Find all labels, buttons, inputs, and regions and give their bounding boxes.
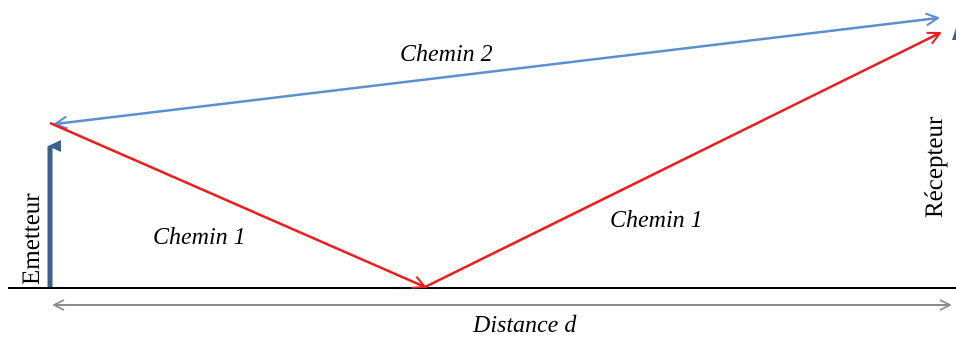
receiver-label: Récepteur [921,116,948,218]
direct-path-label: Chemin 2 [400,41,493,67]
distance-label: Distance d [472,312,577,337]
reflected-path-incident-arrow [50,123,425,287]
reflected-path-label-left: Chemin 1 [153,224,246,250]
transmitter-label: Emetteur [18,193,45,285]
direct-path-arrow [55,18,938,124]
reflected-path-label-right: Chemin 1 [610,207,703,233]
receiver-antenna [952,28,956,40]
